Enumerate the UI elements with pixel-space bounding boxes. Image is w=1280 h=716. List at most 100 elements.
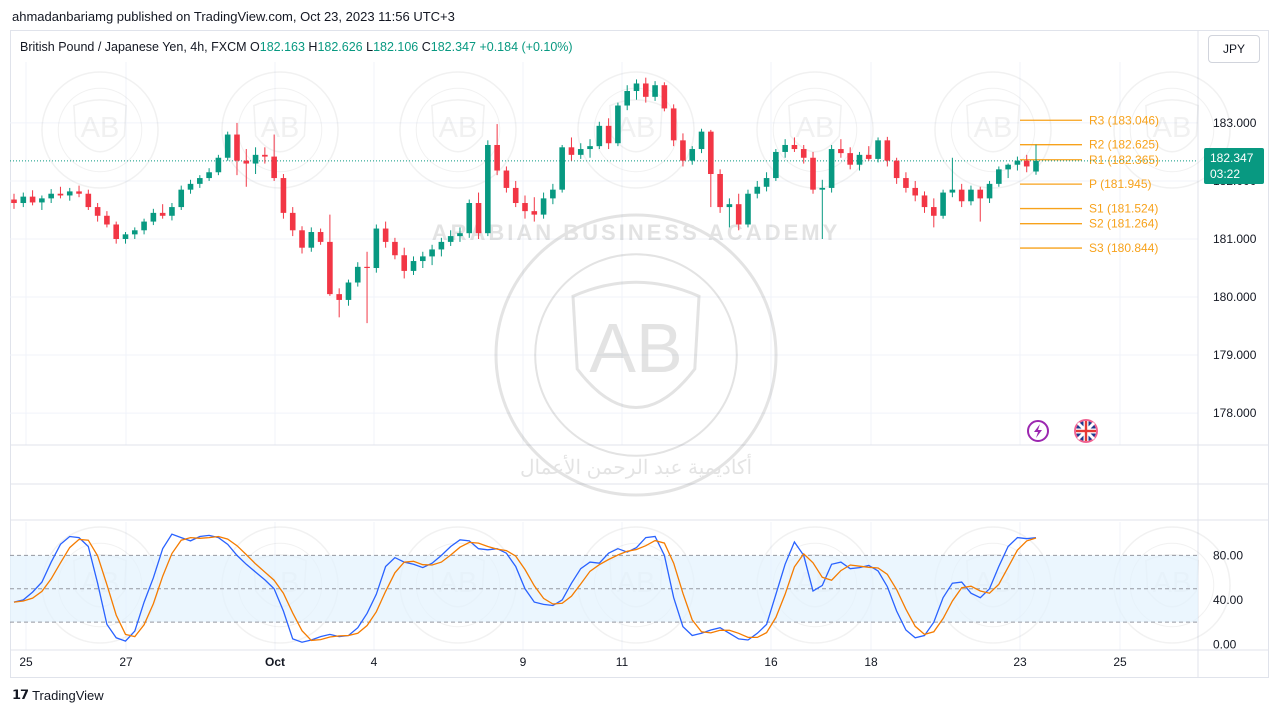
candle-body bbox=[652, 85, 658, 97]
candle-body bbox=[856, 154, 863, 165]
candle-body bbox=[299, 230, 305, 248]
symbol-title: British Pound / Japanese Yen, 4h, FXCM bbox=[20, 40, 247, 54]
candle-body bbox=[968, 189, 974, 202]
watermark-monogram: AB bbox=[1153, 112, 1192, 144]
watermark-arc-text: ARABIAN BUSINESS ACADEMY bbox=[432, 220, 841, 245]
candle-body bbox=[912, 187, 919, 196]
candle-body bbox=[364, 266, 370, 269]
candle-body bbox=[150, 212, 157, 222]
time-axis-label: 23 bbox=[1013, 655, 1027, 669]
symbol-legend: British Pound / Japanese Yen, 4h, FXCM O… bbox=[20, 40, 573, 54]
candle-body bbox=[271, 156, 277, 179]
candle-body bbox=[438, 241, 445, 250]
candle-body bbox=[354, 266, 361, 283]
pivot-label-r3: R3 (183.046) bbox=[1089, 113, 1159, 127]
candle-body bbox=[996, 169, 1002, 184]
candle-body bbox=[457, 233, 463, 237]
candle-body bbox=[931, 207, 937, 216]
candle-body bbox=[382, 228, 389, 242]
candle-body bbox=[605, 125, 612, 144]
candle-body bbox=[633, 83, 640, 92]
candle-body bbox=[903, 178, 909, 188]
time-axis-label: 16 bbox=[764, 655, 778, 669]
price-axis-label: 180.000 bbox=[1213, 290, 1257, 304]
stoch-axis-label: 80.00 bbox=[1213, 548, 1243, 562]
candle-body bbox=[410, 261, 417, 271]
time-axis-label: 18 bbox=[864, 655, 878, 669]
pivot-label-s3: S3 (180.844) bbox=[1089, 241, 1158, 255]
candle-body bbox=[104, 215, 110, 225]
lightning-event-icon[interactable] bbox=[1027, 420, 1049, 442]
candle-body bbox=[986, 183, 993, 199]
pivot-label-r2: R2 (182.625) bbox=[1089, 138, 1159, 152]
price-axis-label: 181.000 bbox=[1213, 232, 1257, 246]
candle-body bbox=[485, 144, 491, 234]
candle-body bbox=[66, 191, 73, 196]
candle-body bbox=[949, 189, 956, 193]
watermark-monogram: AB bbox=[261, 112, 300, 144]
price-axis-label: 179.000 bbox=[1213, 348, 1257, 362]
watermark-arabic-text: أكاديمية عبد الرحمن الأعمال bbox=[520, 453, 752, 479]
candle-body bbox=[1014, 160, 1021, 165]
time-axis-label: 4 bbox=[371, 655, 378, 669]
candle-body bbox=[401, 255, 408, 271]
candle-body bbox=[1033, 160, 1039, 172]
stoch-axis-label: 40.00 bbox=[1213, 593, 1243, 607]
candle-body bbox=[252, 154, 259, 164]
tradingview-logo[interactable]: 𝟭𝟳 TradingView bbox=[12, 687, 104, 703]
candle-body bbox=[243, 160, 250, 164]
candle-body bbox=[345, 282, 352, 300]
watermark-badge-icon: AB bbox=[41, 71, 159, 189]
candle-body bbox=[893, 160, 900, 179]
watermark-monogram: AB bbox=[796, 112, 835, 144]
candle-body bbox=[1005, 164, 1011, 170]
chart-frame bbox=[10, 30, 1269, 678]
candle-body bbox=[280, 178, 287, 213]
candle-body bbox=[234, 134, 240, 161]
candle-body bbox=[336, 294, 342, 300]
low-value: 182.106 bbox=[373, 40, 419, 54]
last-price-value: 182.347 bbox=[1210, 151, 1254, 165]
tradingview-brand: TradingView bbox=[32, 687, 104, 703]
candle-body bbox=[57, 193, 64, 196]
close-value: 182.347 bbox=[430, 40, 476, 54]
candle-body bbox=[708, 131, 714, 174]
candle-body bbox=[717, 173, 723, 208]
pivot-label-s2: S2 (181.264) bbox=[1089, 217, 1158, 231]
watermark-badge-icon: AB bbox=[1113, 71, 1231, 189]
candle-body bbox=[113, 224, 119, 239]
candle-body bbox=[800, 149, 807, 158]
candle-body bbox=[11, 199, 17, 204]
candle-body bbox=[39, 198, 45, 203]
candle-body bbox=[447, 236, 454, 242]
pivot-label-r1: R1 (182.365) bbox=[1089, 153, 1159, 167]
pivot-label-p: P (181.945) bbox=[1089, 177, 1152, 191]
candle-body bbox=[680, 140, 686, 161]
candle-body bbox=[550, 189, 556, 199]
candle-body bbox=[197, 178, 203, 184]
candle-body bbox=[308, 232, 315, 248]
watermark-badge-icon: AB bbox=[221, 71, 339, 189]
price-axis-label: 183.000 bbox=[1213, 116, 1257, 130]
candle-body bbox=[958, 189, 965, 202]
candle-body bbox=[763, 178, 770, 187]
currency-button[interactable]: JPY bbox=[1208, 35, 1260, 63]
candle-body bbox=[726, 204, 733, 208]
tradingview-logo-icon: 𝟭𝟳 bbox=[12, 687, 29, 702]
candle-body bbox=[810, 157, 816, 190]
candle-body bbox=[735, 204, 742, 225]
publisher-credit: ahmadanbariamg published on TradingView.… bbox=[12, 9, 455, 24]
time-axis-label: 11 bbox=[616, 655, 629, 669]
candle-body bbox=[624, 91, 630, 106]
high-value: 182.626 bbox=[317, 40, 363, 54]
uk-flag-event-icon[interactable] bbox=[1074, 419, 1098, 443]
stoch-axis-label: 0.00 bbox=[1213, 637, 1237, 651]
candle-body bbox=[1023, 160, 1030, 167]
candle-body bbox=[642, 83, 649, 97]
candle-body bbox=[819, 187, 826, 190]
watermark-monogram: AB bbox=[81, 112, 120, 144]
pivot-label-s1: S1 (181.524) bbox=[1089, 202, 1158, 216]
candle-body bbox=[577, 149, 584, 155]
candle-body bbox=[224, 134, 231, 158]
